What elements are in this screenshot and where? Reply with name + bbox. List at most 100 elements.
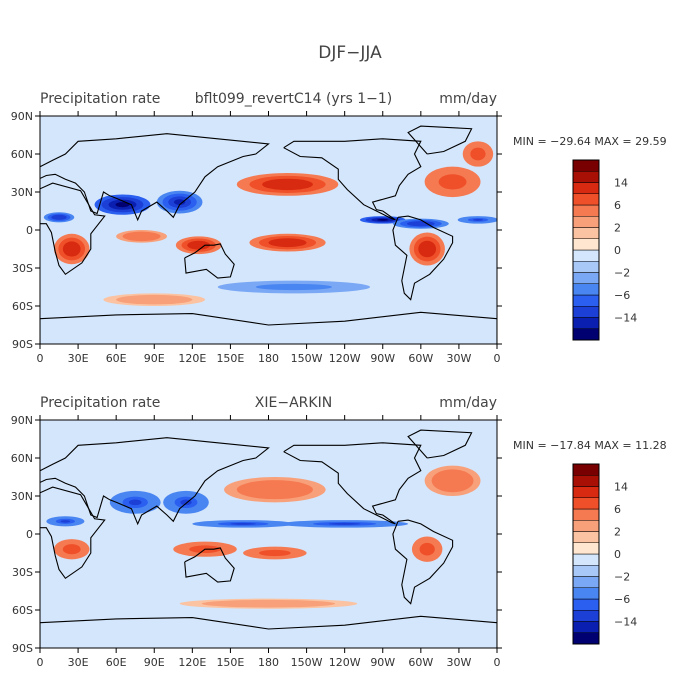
coastline [40,437,270,526]
colorbar-label: 0 [614,548,621,561]
panel-title: XIE−ARKIN [255,395,332,411]
x-tick-label: 30E [68,656,89,669]
colorbar-swatch [572,182,600,194]
colorbar-label: −14 [614,616,637,629]
x-tick-label: 120E [178,656,206,669]
precip-contour [246,602,291,605]
y-tick-label: 90S [12,338,33,351]
y-tick-label: 60S [12,604,33,617]
precip-contour [472,218,484,221]
figure-title: DJF−JJA [318,43,382,63]
coastline [40,311,497,344]
colorbar-swatch [572,486,600,498]
x-tick-label: 120W [329,352,361,365]
x-tick-label: 180 [258,352,279,365]
precip-contour [192,242,205,248]
x-tick-label: 0 [37,352,44,365]
field-label: Precipitation rate [40,91,160,107]
x-tick-label: 150E [216,656,244,669]
x-tick-label: 0 [37,656,44,669]
colorbar-swatch [572,508,600,521]
colorbar-swatch [572,193,600,206]
colorbar-frame [572,463,600,645]
field-label: Precipitation rate [40,395,160,411]
x-tick-label: 90W [370,656,395,669]
x-tick-label: 120W [329,656,361,669]
x-tick-label: 150W [291,656,323,669]
min-max-stats: MIN = −17.84 MAX = 11.28 [513,439,667,452]
colorbar-swatch [572,159,600,172]
x-tick-label: 0 [494,656,501,669]
y-tick-label: 30N [11,186,33,199]
min-max-stats: MIN = −29.64 MAX = 29.59 [513,135,667,148]
colorbar-label: 2 [614,526,621,539]
precip-contour [55,216,63,219]
x-tick-label: 120E [178,352,206,365]
precip-contour [67,245,77,253]
x-tick-label: 0 [494,352,501,365]
colorbar-swatch [572,294,600,307]
coastline [283,442,422,525]
precip-contour [115,202,130,208]
coastline [40,615,497,648]
colorbar: 14 6 2 0 −2 −6 −14 [572,159,637,341]
colorbar-label: 0 [614,244,621,257]
colorbar-swatch [572,171,600,183]
coastline [392,215,454,301]
colorbar-frame [572,159,600,341]
y-tick-label: 90N [11,414,33,427]
coastline [407,125,473,155]
x-tick-label: 60E [106,656,127,669]
precip-contour [135,234,148,238]
colorbar-label: 6 [614,503,621,516]
y-tick-label: 90N [11,110,33,123]
colorbar-swatch [572,283,600,296]
precip-field [43,141,497,306]
colorbar-swatch [572,317,600,329]
y-tick-label: 60N [11,452,33,465]
colorbar-swatch [572,227,600,239]
colorbar-swatch [572,632,600,645]
precip-contour [445,178,460,186]
precip-contour [274,285,313,289]
precip-contour [423,546,431,553]
coastlines [40,429,497,648]
colorbar-swatch [572,565,600,577]
precip-contour [173,199,186,205]
colorbar-label: −2 [614,571,630,584]
coastline [40,133,270,222]
colorbar-swatch [572,497,600,510]
y-tick-label: 30S [12,262,33,275]
colorbar-label: 14 [614,481,628,494]
precip-field [46,465,481,609]
colorbar-label: −14 [614,312,637,325]
coastline [407,429,473,459]
colorbar-swatch [572,272,600,284]
y-tick-label: 30S [12,566,33,579]
x-tick-label: 60E [106,352,127,365]
y-tick-label: 90S [12,642,33,655]
y-tick-label: 60N [11,148,33,161]
precip-contour [445,477,460,485]
units-label: mm/day [439,91,497,107]
y-tick-label: 0 [26,528,33,541]
colorbar-swatch [572,238,600,251]
precip-contour [328,522,361,525]
colorbar-swatch [572,520,600,532]
x-tick-label: 150E [216,352,244,365]
x-tick-label: 90E [144,352,165,365]
map-panel-1: 0 30E 60E 90E 120E 150E 180 150W 120W 90W 60W 30W 09… [11,91,667,365]
precip-contour [422,244,432,254]
x-tick-label: 180 [258,656,279,669]
colorbar-label: 14 [614,177,628,190]
colorbar-swatch [572,542,600,555]
coastlines [40,125,497,344]
colorbar-swatch [572,306,600,318]
colorbar-swatch [572,463,600,476]
units-label: mm/day [439,395,497,411]
colorbar-swatch [572,531,600,543]
precip-contour [128,499,142,506]
colorbar-label: −2 [614,267,630,280]
colorbar-swatch [572,204,600,217]
